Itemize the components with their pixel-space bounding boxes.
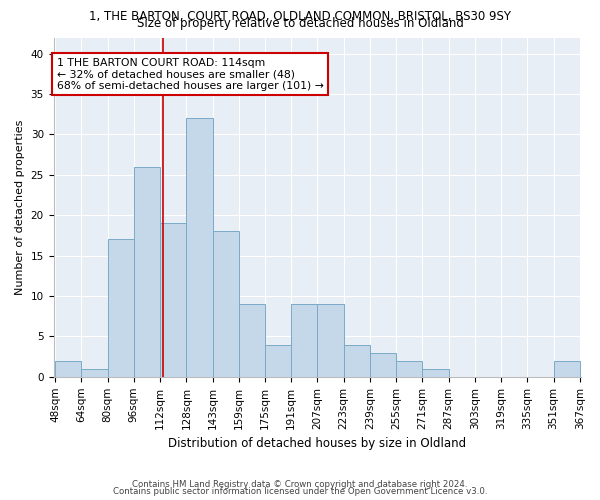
Bar <box>82 368 107 377</box>
Y-axis label: Number of detached properties: Number of detached properties <box>15 120 25 295</box>
Bar <box>396 360 422 377</box>
Bar <box>212 232 239 377</box>
Text: 1, THE BARTON, COURT ROAD, OLDLAND COMMON, BRISTOL, BS30 9SY: 1, THE BARTON, COURT ROAD, OLDLAND COMMO… <box>89 10 511 23</box>
Bar <box>55 360 82 377</box>
Text: Contains HM Land Registry data © Crown copyright and database right 2024.: Contains HM Land Registry data © Crown c… <box>132 480 468 489</box>
Bar <box>344 344 370 377</box>
Bar <box>187 118 212 377</box>
Bar <box>107 240 134 377</box>
Bar <box>134 167 160 377</box>
Bar <box>265 344 291 377</box>
Bar <box>291 304 317 377</box>
Bar <box>317 304 344 377</box>
Bar <box>160 224 187 377</box>
Text: Size of property relative to detached houses in Oldland: Size of property relative to detached ho… <box>137 18 463 30</box>
X-axis label: Distribution of detached houses by size in Oldland: Distribution of detached houses by size … <box>169 437 467 450</box>
Bar <box>422 368 449 377</box>
Bar <box>370 352 396 377</box>
Text: Contains public sector information licensed under the Open Government Licence v3: Contains public sector information licen… <box>113 487 487 496</box>
Bar <box>554 360 580 377</box>
Text: 1 THE BARTON COURT ROAD: 114sqm
← 32% of detached houses are smaller (48)
68% of: 1 THE BARTON COURT ROAD: 114sqm ← 32% of… <box>57 58 323 91</box>
Bar <box>239 304 265 377</box>
